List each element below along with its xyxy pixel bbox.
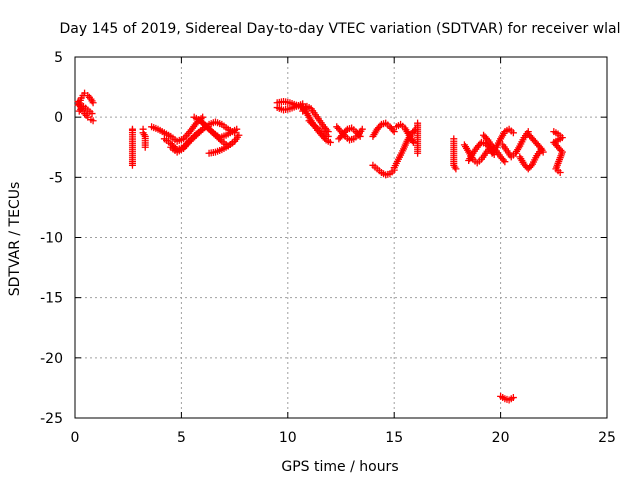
y-tick-label: -15: [40, 291, 63, 307]
data-point: [509, 394, 517, 402]
chart-title: Day 145 of 2019, Sidereal Day-to-day VTE…: [59, 21, 620, 37]
data-point: [199, 119, 207, 127]
data-point: [307, 118, 315, 126]
data-point: [355, 131, 363, 139]
data-point: [194, 130, 202, 138]
data-point: [356, 132, 364, 140]
x-tick-label: 5: [177, 430, 186, 446]
y-tick-label: 5: [54, 50, 63, 66]
data-point: [211, 131, 219, 139]
data-point: [195, 128, 203, 136]
data-point: [324, 132, 332, 140]
data-point: [482, 134, 490, 142]
data-point: [192, 131, 200, 139]
data-point: [501, 158, 509, 166]
data-point: [205, 125, 213, 133]
data-point: [89, 117, 97, 125]
axis-ticks: 0 5 10 15 20 25 5 0 -5 -10 -15 -20 -25: [40, 50, 616, 446]
data-point: [200, 121, 208, 129]
data-point: [203, 124, 211, 132]
y-axis-label: SDTVAR / TECUs: [7, 182, 23, 297]
data-point: [556, 169, 564, 177]
y-tick-label: -20: [40, 351, 63, 367]
data-point: [235, 131, 243, 139]
data-point: [308, 120, 316, 128]
data-point: [215, 134, 223, 142]
data-point: [191, 133, 199, 141]
data-point: [231, 137, 239, 145]
data-point: [88, 110, 96, 118]
y-tick-label: -10: [40, 231, 63, 247]
x-tick-label: 0: [71, 430, 80, 446]
data-point: [390, 128, 398, 136]
x-tick-label: 20: [492, 430, 510, 446]
data-point: [326, 138, 334, 146]
data-point: [207, 127, 215, 135]
x-axis-label: GPS time / hours: [281, 459, 398, 475]
x-tick-label: 10: [279, 430, 297, 446]
data-point: [89, 99, 97, 107]
data-point: [499, 156, 507, 164]
data-point: [216, 136, 224, 144]
x-tick-label: 25: [598, 430, 616, 446]
data-point: [188, 136, 196, 144]
data-point: [509, 129, 517, 137]
data-point: [189, 134, 197, 142]
data-point: [305, 117, 313, 125]
data-point: [141, 143, 149, 151]
data-point: [210, 130, 218, 138]
data-point: [321, 134, 329, 142]
data-point: [409, 138, 417, 146]
grid: [75, 57, 607, 418]
data-point: [128, 161, 136, 169]
data-point: [389, 126, 397, 134]
data-point: [202, 122, 210, 130]
data-point: [186, 137, 194, 145]
data-point: [342, 127, 350, 135]
data-point: [414, 149, 422, 157]
data-point: [358, 125, 366, 133]
data-point: [208, 128, 216, 136]
data-point: [527, 162, 535, 170]
x-tick-label: 15: [385, 430, 403, 446]
data-point: [213, 133, 221, 141]
data-point: [539, 148, 547, 156]
y-tick-label: 0: [54, 110, 63, 126]
data-point: [452, 165, 460, 173]
y-tick-label: -5: [49, 170, 63, 186]
data-point: [376, 122, 384, 130]
data-point: [197, 127, 205, 135]
y-tick-label: -25: [40, 411, 63, 427]
data-points: [74, 89, 566, 404]
data-point: [310, 121, 318, 129]
data-point: [233, 125, 241, 133]
